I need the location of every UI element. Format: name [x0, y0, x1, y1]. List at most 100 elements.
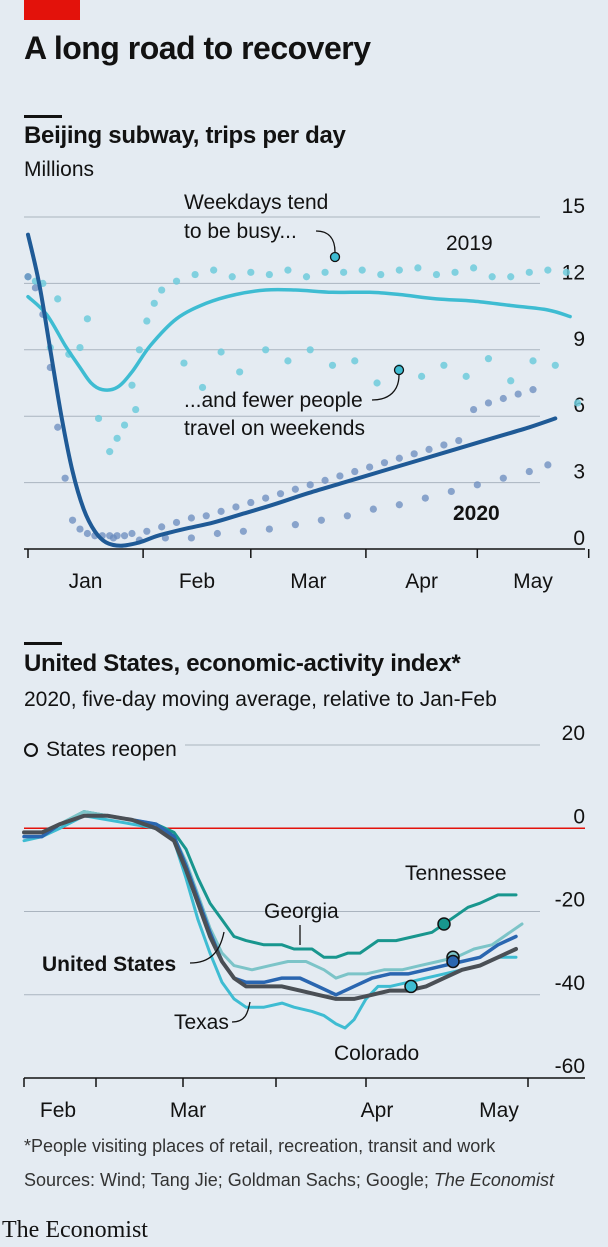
sources-text: Sources: Wind; Tang Jie; Goldman Sachs; …: [24, 1170, 434, 1190]
point-2020-50: [317, 516, 325, 524]
point-2020-52: [369, 505, 377, 513]
line-2020: [26, 232, 558, 548]
point-2019-55: [507, 377, 515, 385]
point-2019-27: [451, 268, 459, 276]
point-2020-47: [239, 527, 247, 535]
point-2019-15: [228, 273, 236, 281]
point-2019-41: [198, 383, 207, 392]
point-2019-42: [217, 348, 225, 356]
point-2020-15: [143, 527, 151, 535]
point-2019-16: [247, 268, 255, 276]
point-2020-54: [421, 494, 429, 502]
point-2019-56: [529, 357, 537, 365]
point-2019-40: [180, 359, 188, 367]
x-tick-label-Apr: Apr: [405, 570, 438, 593]
y-tick-label-20: 20: [562, 722, 585, 745]
point-2020-30: [366, 463, 374, 471]
point-2019-13: [191, 270, 199, 279]
point-2019-29: [488, 273, 496, 281]
point-2020-1: [31, 284, 40, 292]
label-tennessee: Tennessee: [405, 862, 507, 885]
point-2019-45: [284, 357, 292, 365]
point-2019-36: [76, 343, 84, 352]
point-2019-20: [321, 268, 329, 276]
reopen-marker-colorado: [404, 979, 418, 994]
point-2019-57: [551, 361, 559, 369]
point-2020-33: [410, 450, 418, 458]
point-2019-8: [135, 346, 143, 354]
y-tick-label--20: -20: [555, 889, 585, 912]
y-tick-label--40: -40: [555, 972, 585, 995]
annotation-weekend-leader: [371, 374, 400, 401]
x-tick-label-Apr: Apr: [361, 1099, 394, 1122]
chart2-rule: [24, 642, 62, 645]
label-georgia: Georgia: [264, 900, 339, 923]
point-2019-51: [418, 372, 426, 380]
brand-red-tag: [24, 0, 80, 20]
legend-label: States reopen: [46, 738, 177, 761]
point-2019-22: [358, 266, 366, 274]
point-2019-19: [302, 273, 311, 281]
point-2020-23: [262, 494, 270, 502]
footnote: *People visiting places of retail, recre…: [24, 1136, 496, 1156]
point-2019-10: [150, 299, 158, 307]
point-2019-26: [432, 270, 441, 279]
point-2019-43: [236, 368, 244, 376]
x-tick-label-Feb: Feb: [40, 1099, 76, 1122]
point-2020-40: [514, 390, 522, 398]
y-tick-label-9: 9: [573, 328, 585, 351]
point-2020-16: [158, 523, 166, 531]
point-2020-39: [499, 394, 507, 403]
y-tick-label--60: -60: [555, 1055, 585, 1078]
point-2019-39: [132, 405, 140, 414]
point-2019-6: [120, 421, 129, 429]
point-2019-54: [484, 355, 493, 363]
point-2020-26: [306, 481, 314, 489]
point-2019-37: [94, 414, 103, 423]
point-2020-59: [544, 461, 552, 469]
point-2019-32: [544, 266, 552, 274]
point-2020-51: [343, 512, 351, 520]
point-2019-58: [573, 399, 582, 407]
point-2019-17: [265, 270, 273, 279]
reopen-marker-texas: [446, 954, 460, 969]
point-2019-48: [351, 357, 359, 365]
point-2020-58: [525, 467, 533, 476]
point-2019-3: [54, 295, 62, 303]
point-2020-46: [213, 529, 221, 538]
point-2019-11: [158, 286, 166, 294]
us-activity-chart: 20 0 -20 -40 -60 Feb Mar Apr May Tennessee Georgia…: [22, 722, 585, 1122]
point-2020-55: [447, 487, 455, 496]
point-2019-18: [284, 266, 292, 274]
point-2019-53: [462, 372, 470, 380]
annotation-weekend-dot: [393, 364, 405, 376]
point-2020-45: [187, 534, 195, 542]
point-2020-24: [276, 490, 285, 498]
label-colorado: Colorado: [334, 1042, 419, 1065]
point-2020-53: [395, 501, 403, 509]
annotation-weekend-1: ...and fewer people: [184, 389, 363, 412]
point-2020-18: [187, 514, 195, 522]
point-2020-7: [76, 525, 84, 533]
x-tick-label-Mar: Mar: [290, 570, 326, 593]
label-2019: 2019: [446, 232, 493, 255]
label-united-states: United States: [42, 953, 176, 976]
point-2020-17: [172, 518, 181, 527]
point-2020-25: [291, 485, 299, 493]
point-2020-32: [395, 454, 403, 462]
point-2019-47: [328, 361, 337, 369]
y-tick-label-3: 3: [573, 461, 585, 484]
annotation-weekday-leader: [315, 230, 336, 253]
point-2020-0: [24, 273, 32, 281]
page-title: A long road to recovery: [24, 30, 371, 66]
point-2020-13: [120, 532, 129, 540]
beijing-subway-chart: 03691215JanFebMarAprMay20192020Weekdays …: [24, 191, 590, 593]
line-united-states: [22, 813, 518, 1001]
chart1-subtitle: Millions: [24, 158, 95, 181]
point-2020-19: [202, 512, 210, 520]
chart1-title: Beijing subway, trips per day: [24, 122, 346, 149]
point-2020-14: [128, 529, 136, 538]
annotation-weekday-dot: [329, 251, 341, 263]
reopen-marker-tennessee: [437, 917, 451, 931]
point-2019-30: [507, 273, 515, 281]
